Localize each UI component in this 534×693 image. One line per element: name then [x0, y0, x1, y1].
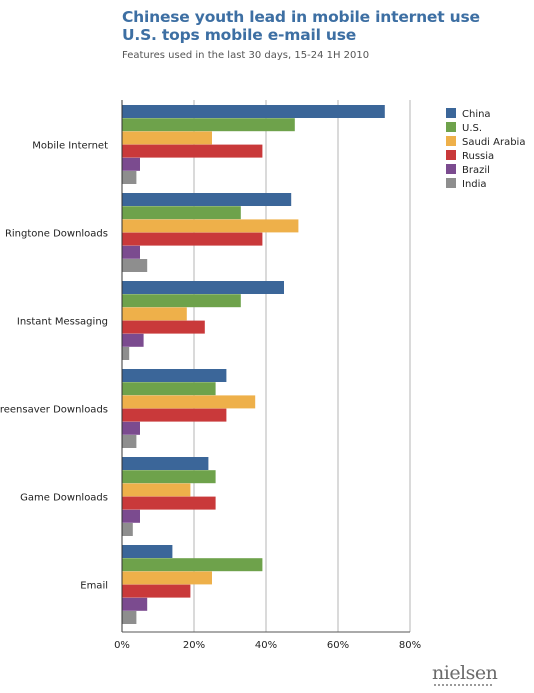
legend-label-saudi-arabia: Saudi Arabia	[462, 137, 525, 148]
bar-instant-messaging-u-s-	[122, 294, 241, 308]
legend-label-india: India	[462, 179, 487, 190]
legend-swatch-brazil	[446, 164, 456, 174]
bar-mobile-internet-russia	[122, 144, 263, 158]
legend-label-china: China	[462, 109, 491, 120]
bar-email-brazil	[122, 597, 148, 611]
bar-email-china	[122, 545, 173, 558]
bar-instant-messaging-india	[122, 347, 130, 360]
bar-screensaver-downloads-china	[122, 369, 227, 382]
legend-label-brazil: Brazil	[462, 165, 490, 176]
x-tick-label-20pct: 20%	[183, 640, 205, 651]
bar-mobile-internet-u-s-	[122, 118, 295, 132]
bar-game-downloads-brazil	[122, 509, 140, 523]
legend-label-russia: Russia	[462, 151, 494, 162]
legend-swatch-u-s-	[446, 122, 456, 132]
bar-ringtone-downloads-china	[122, 193, 292, 206]
chart-title-line-2: U.S. tops mobile e-mail use	[122, 26, 357, 44]
bar-game-downloads-india	[122, 523, 133, 536]
bar-ringtone-downloads-india	[122, 259, 148, 272]
chart-title-line-1: Chinese youth lead in mobile internet us…	[122, 8, 480, 26]
bar-ringtone-downloads-russia	[122, 232, 263, 246]
bar-screensaver-downloads-india	[122, 435, 137, 448]
x-tick-label-0pct: 0%	[114, 640, 130, 651]
bar-ringtone-downloads-brazil	[122, 245, 140, 259]
bar-mobile-internet-saudi-arabia	[122, 131, 212, 145]
bar-instant-messaging-saudi-arabia	[122, 307, 187, 321]
bar-screensaver-downloads-u-s-	[122, 382, 216, 396]
bar-game-downloads-china	[122, 457, 209, 470]
legend-swatch-india	[446, 178, 456, 188]
category-label-game-downloads: Game Downloads	[20, 493, 108, 504]
x-tick-label-80pct: 80%	[399, 640, 421, 651]
nielsen-logo: nielsen	[432, 662, 498, 684]
bar-game-downloads-saudi-arabia	[122, 483, 191, 497]
bar-game-downloads-u-s-	[122, 470, 216, 484]
bar-email-u-s-	[122, 558, 263, 572]
x-tick-label-60pct: 60%	[327, 640, 349, 651]
bar-game-downloads-russia	[122, 496, 216, 510]
x-tick-label-40pct: 40%	[255, 640, 277, 651]
chart-subtitle: Features used in the last 30 days, 15-24…	[122, 50, 370, 61]
bar-mobile-internet-india	[122, 171, 137, 184]
bar-screensaver-downloads-brazil	[122, 421, 140, 435]
category-label-email: Email	[80, 581, 108, 592]
category-label-screensaver-downloads: Screensaver Downloads	[0, 405, 108, 416]
bar-email-saudi-arabia	[122, 571, 212, 585]
bar-email-russia	[122, 584, 191, 598]
category-label-instant-messaging: Instant Messaging	[17, 317, 108, 328]
bar-email-india	[122, 611, 137, 624]
category-label-ringtone-downloads: Ringtone Downloads	[5, 229, 108, 240]
legend-swatch-saudi-arabia	[446, 136, 456, 146]
category-label-mobile-internet: Mobile Internet	[32, 141, 108, 152]
legend-label-u-s-: U.S.	[462, 123, 482, 134]
bar-instant-messaging-brazil	[122, 333, 144, 347]
bar-ringtone-downloads-saudi-arabia	[122, 219, 299, 233]
bar-screensaver-downloads-russia	[122, 408, 227, 422]
bar-instant-messaging-russia	[122, 320, 205, 334]
bar-mobile-internet-brazil	[122, 157, 140, 171]
legend-swatch-russia	[446, 150, 456, 160]
bar-instant-messaging-china	[122, 281, 284, 294]
bar-screensaver-downloads-saudi-arabia	[122, 395, 256, 409]
legend-swatch-china	[446, 108, 456, 118]
bar-ringtone-downloads-u-s-	[122, 206, 241, 220]
chart-title: Chinese youth lead in mobile internet us…	[122, 8, 480, 44]
bar-mobile-internet-china	[122, 105, 385, 118]
logo-underline	[434, 684, 492, 688]
